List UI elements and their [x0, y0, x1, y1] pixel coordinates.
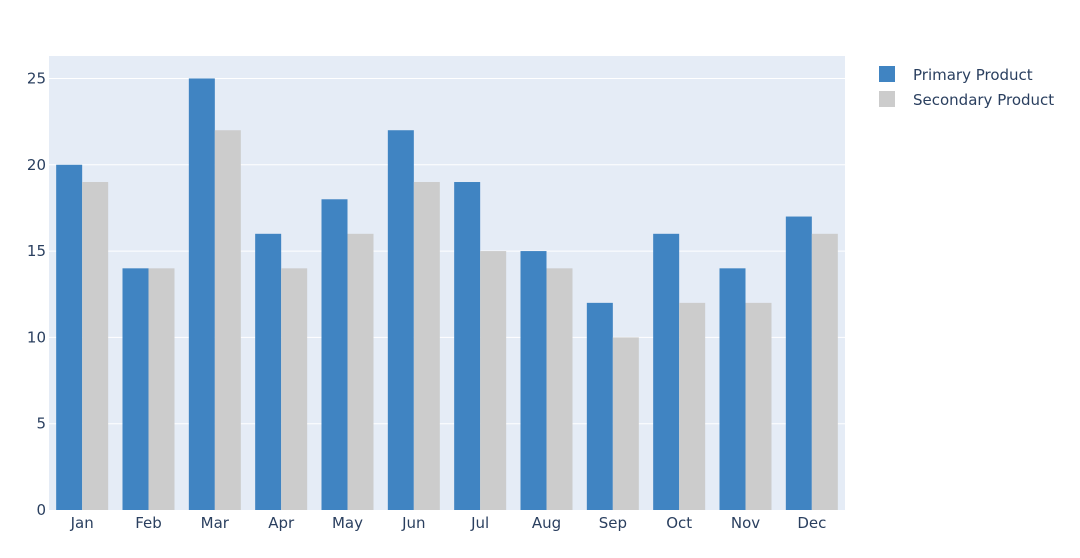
bar-primary-product-may[interactable] [321, 199, 348, 510]
bar-primary-product-jun[interactable] [387, 130, 414, 510]
x-axis: Jan Feb Mar Apr May Jun Jul Aug Sep Oct Nov Dec [70, 514, 827, 532]
bar-secondary-product-mar[interactable] [214, 130, 241, 510]
bar-primary-product-mar[interactable] [188, 78, 215, 510]
bar-primary-product-feb[interactable] [122, 268, 149, 510]
y-tick-label: 20 [27, 156, 46, 174]
x-tick-label: Apr [268, 514, 295, 532]
x-tick-label: May [332, 514, 363, 532]
bar-secondary-product-jun[interactable] [413, 182, 440, 511]
legend-label: Secondary Product [913, 91, 1054, 109]
bar-primary-product-aug[interactable] [520, 251, 547, 510]
bar-secondary-product-feb[interactable] [148, 268, 175, 510]
legend-swatch [879, 66, 895, 82]
x-tick-label: Mar [201, 514, 230, 532]
bar-primary-product-sep[interactable] [586, 302, 613, 510]
bar-secondary-product-dec[interactable] [811, 233, 838, 510]
bar-secondary-product-jul[interactable] [480, 251, 507, 510]
legend-label: Primary Product [913, 66, 1033, 84]
x-tick-label: Jul [470, 514, 489, 532]
bar-secondary-product-jan[interactable] [82, 182, 109, 511]
legend[interactable]: Primary Product Secondary Product [879, 66, 1054, 109]
x-tick-label: Nov [731, 514, 760, 532]
plot-background [49, 56, 845, 510]
x-tick-label: Oct [666, 514, 692, 532]
x-tick-label: Jan [70, 514, 94, 532]
bar-primary-product-jul[interactable] [454, 182, 481, 511]
x-tick-label: Dec [797, 514, 826, 532]
bar-secondary-product-oct[interactable] [679, 302, 706, 510]
legend-swatch [879, 91, 895, 107]
y-axis: 0 5 10 15 20 25 [27, 69, 46, 519]
x-tick-label: Aug [532, 514, 561, 532]
y-tick-label: 25 [27, 69, 46, 87]
legend-item-secondary-product[interactable]: Secondary Product [879, 91, 1054, 109]
bar-secondary-product-nov[interactable] [745, 302, 772, 510]
bar-primary-product-jan[interactable] [56, 164, 83, 510]
bar-primary-product-nov[interactable] [719, 268, 746, 510]
y-tick-label: 15 [27, 242, 46, 260]
bar-secondary-product-aug[interactable] [546, 268, 573, 510]
y-tick-label: 10 [27, 328, 46, 346]
bar-primary-product-oct[interactable] [653, 233, 680, 510]
y-tick-label: 5 [36, 415, 46, 433]
bar-secondary-product-apr[interactable] [281, 268, 308, 510]
bar-primary-product-apr[interactable] [255, 233, 282, 510]
y-tick-label: 0 [36, 501, 46, 519]
bars-layer [56, 78, 838, 511]
x-tick-label: Sep [599, 514, 627, 532]
x-tick-label: Feb [135, 514, 162, 532]
legend-item-primary-product[interactable]: Primary Product [879, 66, 1033, 84]
bar-secondary-product-sep[interactable] [612, 337, 639, 510]
bar-secondary-product-may[interactable] [347, 233, 374, 510]
x-tick-label: Jun [401, 514, 425, 532]
bar-primary-product-dec[interactable] [785, 216, 812, 510]
grid-layer [49, 77, 845, 425]
